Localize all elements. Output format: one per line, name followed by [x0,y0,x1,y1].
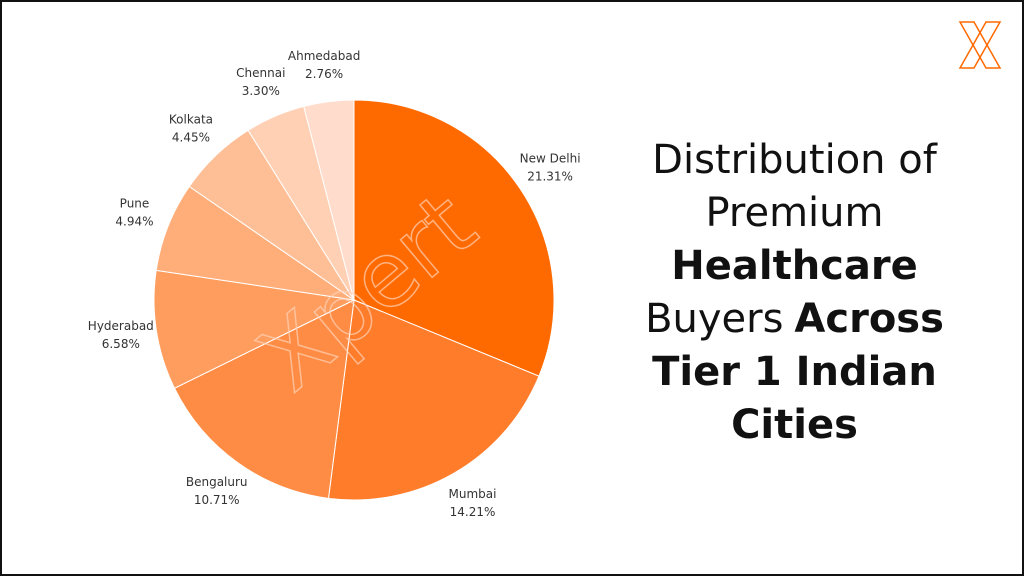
title-line: Premium [592,187,997,240]
slice-label: Kolkata [169,112,213,126]
value-label: 4.94% [115,214,153,228]
chart-title: Distribution of Premium Healthcare Buyers Ac… [592,134,997,452]
title-line: Cities [592,399,997,452]
pie-slice [153,269,356,389]
logo [958,21,1002,69]
title-line: Buyers Across [592,293,997,346]
value-label: 3.30% [242,84,280,98]
pie-slice [303,99,355,301]
title-line: Tier 1 Indian [592,346,997,399]
slice-label: Chennai [236,66,285,80]
title-line: Healthcare [592,240,997,293]
title-segment: Healthcare [671,243,918,289]
title-segment: Premium [705,190,884,236]
title-segment: Cities [731,402,858,448]
title-segment: Buyers [645,296,784,342]
title-line: Distribution of [592,134,997,187]
slice-label: Pune [120,196,150,210]
value-label: 21.31% [527,170,573,184]
pie-slice [327,299,540,501]
pie-slice [353,99,555,377]
slice-label: Hyderabad [88,319,154,333]
title-segment: Across [794,296,944,342]
value-label: 4.45% [172,130,210,144]
value-label: 6.58% [102,337,140,351]
slices [153,99,555,501]
pie-slice [173,299,355,499]
value-label: 2.76% [305,67,343,81]
title-segment: Distribution of [652,137,937,183]
slice-label: New Delhi [520,152,581,166]
title-segment: Tier 1 Indian [652,349,937,395]
value-label: 14.21% [450,505,496,519]
slice-label: Bengaluru [186,475,248,489]
slice-label: Ahmedabad [288,49,360,63]
value-label: 10.71% [194,493,240,507]
slice-label: Mumbai [449,487,497,501]
